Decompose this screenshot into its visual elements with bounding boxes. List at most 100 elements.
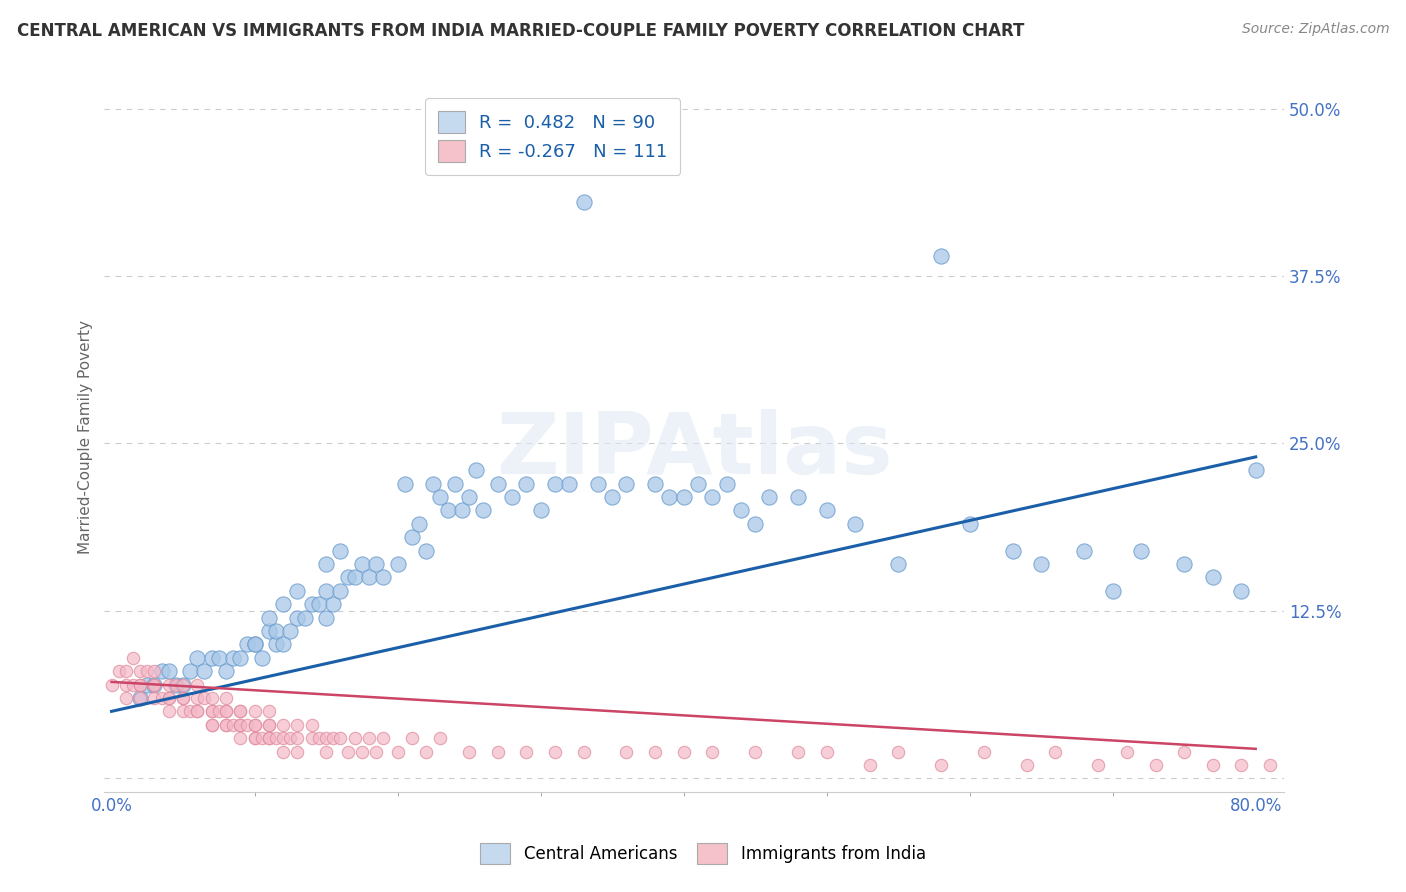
Point <box>186 704 208 718</box>
Point <box>308 731 330 745</box>
Point <box>215 690 238 705</box>
Point <box>366 745 388 759</box>
Point <box>129 690 152 705</box>
Point <box>257 717 280 731</box>
Point <box>201 704 224 718</box>
Point <box>586 476 609 491</box>
Point <box>408 516 430 531</box>
Point <box>250 731 273 745</box>
Point <box>973 745 995 759</box>
Point <box>287 731 309 745</box>
Point <box>243 731 266 745</box>
Point <box>129 690 152 705</box>
Point <box>315 583 337 598</box>
Point <box>387 557 409 571</box>
Point <box>271 637 294 651</box>
Point <box>1045 745 1067 759</box>
Point <box>165 677 187 691</box>
Point <box>1173 745 1195 759</box>
Point <box>157 690 180 705</box>
Point <box>429 490 451 504</box>
Point <box>401 530 423 544</box>
Point <box>350 557 373 571</box>
Point <box>208 650 231 665</box>
Point <box>157 690 180 705</box>
Point <box>257 624 280 638</box>
Point <box>136 677 159 691</box>
Point <box>136 664 159 678</box>
Point <box>858 758 880 772</box>
Point <box>264 624 287 638</box>
Point <box>387 745 409 759</box>
Point <box>201 717 224 731</box>
Point <box>287 745 309 759</box>
Point <box>644 745 666 759</box>
Point <box>436 503 458 517</box>
Point <box>887 745 910 759</box>
Point <box>278 731 301 745</box>
Point <box>558 476 581 491</box>
Point <box>229 717 252 731</box>
Point <box>215 717 238 731</box>
Point <box>616 745 638 759</box>
Point <box>143 677 166 691</box>
Point <box>1001 543 1024 558</box>
Point <box>1073 543 1095 558</box>
Legend: Central Americans, Immigrants from India: Central Americans, Immigrants from India <box>474 837 932 871</box>
Point <box>222 650 245 665</box>
Point <box>1144 758 1167 772</box>
Point <box>544 745 567 759</box>
Point <box>415 543 437 558</box>
Point <box>257 731 280 745</box>
Point <box>114 664 136 678</box>
Point <box>887 557 910 571</box>
Point <box>143 664 166 678</box>
Point <box>294 610 316 624</box>
Point <box>315 731 337 745</box>
Point <box>250 650 273 665</box>
Point <box>287 583 309 598</box>
Point <box>1101 583 1123 598</box>
Point <box>429 731 451 745</box>
Point <box>172 677 194 691</box>
Point <box>129 677 152 691</box>
Point <box>672 490 695 504</box>
Point <box>157 704 180 718</box>
Point <box>357 731 380 745</box>
Point <box>208 704 231 718</box>
Point <box>465 463 488 477</box>
Point <box>415 745 437 759</box>
Point <box>271 745 294 759</box>
Point <box>315 557 337 571</box>
Point <box>644 476 666 491</box>
Point <box>1244 463 1267 477</box>
Point <box>702 490 724 504</box>
Point <box>257 717 280 731</box>
Point <box>401 731 423 745</box>
Point <box>100 677 122 691</box>
Point <box>229 731 252 745</box>
Point <box>472 503 495 517</box>
Point <box>357 570 380 584</box>
Point <box>315 610 337 624</box>
Point <box>394 476 416 491</box>
Point <box>243 717 266 731</box>
Point <box>329 731 352 745</box>
Point <box>122 677 145 691</box>
Point <box>201 717 224 731</box>
Point <box>236 637 259 651</box>
Point <box>222 717 245 731</box>
Point <box>443 476 465 491</box>
Point <box>264 637 287 651</box>
Point <box>1116 745 1139 759</box>
Point <box>815 745 838 759</box>
Text: Source: ZipAtlas.com: Source: ZipAtlas.com <box>1241 22 1389 37</box>
Point <box>236 717 259 731</box>
Legend: R =  0.482   N = 90, R = -0.267   N = 111: R = 0.482 N = 90, R = -0.267 N = 111 <box>425 98 681 175</box>
Point <box>215 664 238 678</box>
Point <box>172 677 194 691</box>
Point <box>186 677 208 691</box>
Point <box>322 731 344 745</box>
Point <box>501 490 523 504</box>
Point <box>1031 557 1053 571</box>
